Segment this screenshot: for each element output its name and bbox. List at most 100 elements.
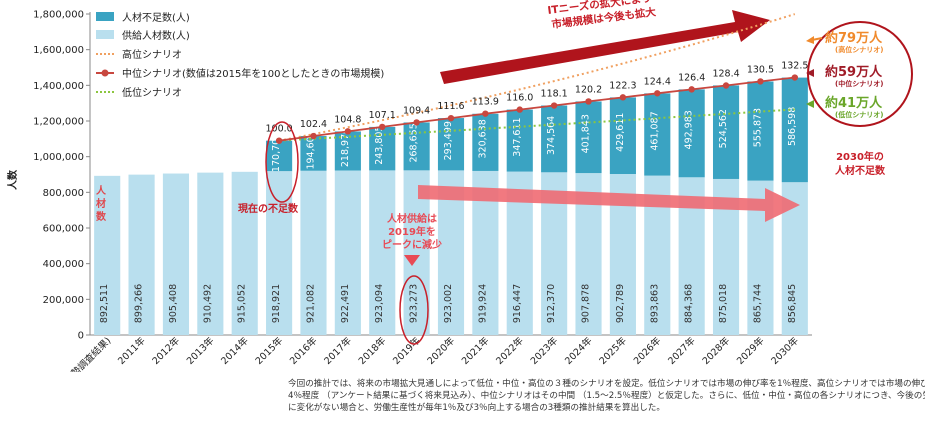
mid-index-label: 113.9 <box>472 97 499 108</box>
current-shortage-circle <box>265 121 299 203</box>
shortage-value-label: 492,983 <box>684 110 695 149</box>
y-axis-title: 人数 <box>6 169 19 190</box>
mid-scenario-point <box>585 98 592 105</box>
svg-text:人: 人 <box>96 184 107 197</box>
bar-supply <box>369 170 396 335</box>
supply-value-label: 922,491 <box>340 284 351 323</box>
mid-index-label: 120.2 <box>575 84 602 95</box>
bar-supply <box>128 174 155 335</box>
supply-value-label: 899,266 <box>134 284 145 323</box>
peak-annotation: 人材供給は 2019年を ピークに減少 <box>382 212 442 251</box>
mid-index-label: 126.4 <box>678 72 705 83</box>
mid-scenario-point <box>516 106 523 113</box>
bar-shortage <box>266 140 293 172</box>
mid-scenario-point <box>344 128 352 135</box>
svg-text:ピークに減少: ピークに減少 <box>382 238 442 251</box>
mid-index-label: 130.5 <box>747 64 774 75</box>
y-tick-label: 800,000 <box>43 188 84 199</box>
x-tick-label: 2013年 <box>184 334 217 367</box>
mid-scenario-point <box>654 90 661 97</box>
bar-supply <box>162 173 190 335</box>
supply-value-label: 892,511 <box>99 284 110 323</box>
shortage-value-label: 586,598 <box>787 107 798 146</box>
shortage-value-label: 268,655 <box>409 123 420 162</box>
y-tick-label: 1,200,000 <box>33 117 84 128</box>
current-shortage-label: 現在の不足数 <box>238 202 299 215</box>
mid-scenario-point <box>379 123 386 131</box>
x-tick-label: 2028年 <box>700 334 733 367</box>
shortage-value-label: 293,499 <box>443 121 454 160</box>
x-tick-label: 2020年 <box>425 334 458 367</box>
shortage-value-label: 170,700 <box>271 133 282 172</box>
x-tick-label: 2016年 <box>287 334 320 367</box>
bar-shortage <box>300 136 327 171</box>
supply-value-label: 923,002 <box>443 284 454 323</box>
mid-scenario-point <box>310 132 317 140</box>
mid-scenario-point <box>482 110 489 117</box>
supply-value-label: 923,273 <box>409 284 420 323</box>
x-tick-label: 2012年 <box>150 334 183 367</box>
shortage-value-label: 374,564 <box>546 116 557 155</box>
legend: 人材不足数(人) 供給人材数(人) 高位シナリオ 中位シナリオ(数値は2015年… <box>96 11 384 99</box>
y-tick-label: 600,000 <box>43 224 84 235</box>
bar-shortage <box>506 109 533 172</box>
mid-index-label: 104.8 <box>334 114 361 125</box>
footnote-line-1: 今回の推計では、将来の市場拡大見通しによって低位・中位・高位の３種のシナリオを設… <box>288 379 925 389</box>
bar-supply <box>231 171 258 335</box>
shortage-value-label: 461,087 <box>649 111 660 150</box>
bar-shortage <box>644 93 671 176</box>
supply-value-label: 905,408 <box>168 284 179 323</box>
low-scenario-line <box>279 108 795 142</box>
svg-text:材: 材 <box>96 197 106 210</box>
scenario-lines <box>275 13 799 144</box>
x-tick-label: 2025年 <box>597 334 630 367</box>
shortage-value-label: 243,805 <box>374 125 385 164</box>
shortage-value-label: 429,611 <box>615 113 626 152</box>
mid-index-labels: 100.0 102.4 104.8 107.1 109.4 111.6 113.9 116.0… <box>265 61 808 135</box>
shortage-value-label: 401,843 <box>581 114 592 153</box>
mid-scenario-point <box>413 119 420 126</box>
legend-shortage: 人材不足数(人) <box>122 11 190 24</box>
x-tick-label: 2030年 <box>769 334 802 367</box>
supply-value-label: 916,447 <box>512 284 523 323</box>
supply-value-label: 912,370 <box>546 284 557 323</box>
footnote-line-2: 4％程度 （アンケート結果に基づく将来見込み）、中位シナリオはその中間 （1.5… <box>288 391 925 401</box>
mid-index-label: 102.4 <box>300 119 327 130</box>
it-talent-shortage-chart: 0 200,000 400,000 600,000 800,000 1,000,000 1,… <box>6 0 913 372</box>
mid-index-label: 122.3 <box>609 80 636 91</box>
mid-result: 約59万人 <box>825 64 883 80</box>
bar-supply <box>197 172 224 335</box>
bar-shortage <box>369 126 396 171</box>
shortage-value-label: 524,562 <box>718 109 729 148</box>
supply-value-label: 921,082 <box>305 284 316 323</box>
supply-value-label: 893,863 <box>649 284 660 323</box>
x-tick-label: 2021年 <box>459 334 492 367</box>
x-tick-label: 2011年 <box>115 334 148 367</box>
shortage-2030-callout: 約79万人 (高位シナリオ) 約59万人 (中位シナリオ) 約41万人 (低位シ… <box>806 21 913 127</box>
x-tick-label: 2014年 <box>219 334 252 367</box>
bar-shortage <box>747 81 774 181</box>
x-tick-label: 2022年 <box>494 334 527 367</box>
bar-shortage <box>472 113 499 171</box>
mid-scenario-point <box>275 137 283 144</box>
mid-index-label: 118.1 <box>541 89 568 100</box>
bar-shortage <box>575 101 602 174</box>
shortage-value-label: 320,638 <box>477 119 488 158</box>
x-tick-label: 2010年(国勢調査結果) <box>35 335 113 372</box>
supply-value-label: 902,789 <box>615 284 626 323</box>
supply-value-label: 907,878 <box>581 284 592 323</box>
legend-supply: 供給人材数(人) <box>122 29 190 42</box>
supply-value-label: 918,921 <box>271 284 282 323</box>
y-tick-label: 400,000 <box>43 259 84 270</box>
mid-scenario-point <box>447 114 455 122</box>
svg-text:2019年を: 2019年を <box>388 225 436 238</box>
mid-index-label: 107.1 <box>369 110 396 121</box>
shortage-value-label: 218,976 <box>340 128 351 167</box>
x-tick-label: 2017年 <box>322 334 355 367</box>
mid-index-label: 109.4 <box>403 105 430 116</box>
peak-arrow <box>404 255 420 266</box>
x-tick-label: 2018年 <box>356 334 389 367</box>
mid-index-label: 124.4 <box>644 76 671 87</box>
supply-value-label: 915,052 <box>237 284 248 323</box>
x-tick-label: 2023年 <box>528 334 561 367</box>
